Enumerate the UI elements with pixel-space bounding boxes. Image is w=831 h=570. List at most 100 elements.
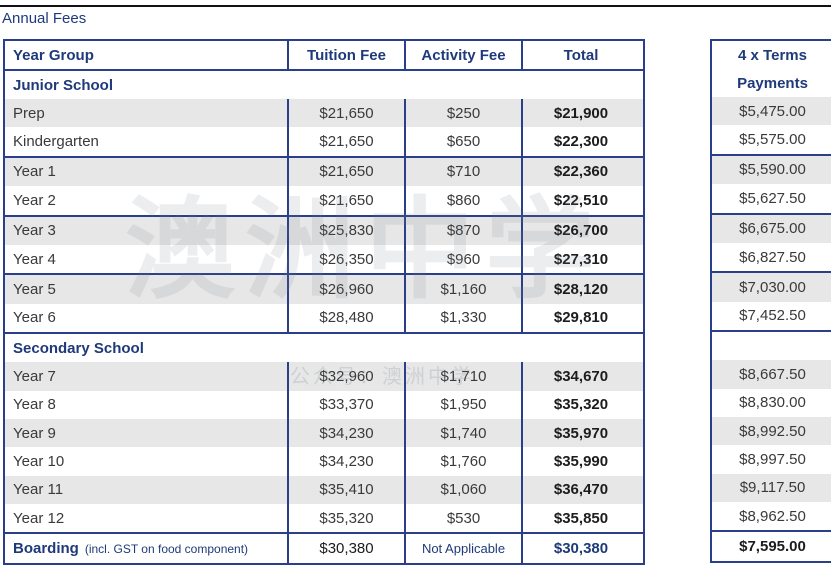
terms-header-line1: 4 x Terms — [738, 46, 807, 64]
tuition-cell: $34,230 — [287, 447, 404, 476]
term-payment-cell: $8,992.50 — [739, 422, 806, 440]
tuition-cell: $28,480 — [287, 303, 404, 333]
total-cell: $34,670 — [521, 362, 639, 391]
term-payment-cell: $7,452.50 — [739, 307, 806, 325]
year-group-cell: Year 6 — [13, 309, 56, 327]
total-cell: $35,990 — [521, 447, 639, 476]
boarding-row: Boarding (incl. GST on food component) $… — [5, 532, 643, 563]
activity-cell: $1,760 — [404, 447, 521, 476]
header-tuition-fee: Tuition Fee — [287, 41, 404, 69]
terms-row: $8,992.50 — [712, 416, 831, 446]
tuition-cell: $33,370 — [287, 390, 404, 419]
year-group-cell: Year 3 — [13, 222, 56, 240]
table-row: Year 6 $28,480 $1,330 $29,810 — [5, 303, 643, 333]
top-rule — [0, 5, 831, 7]
terms-row: $5,590.00 — [712, 153, 831, 185]
activity-cell: $530 — [404, 504, 521, 533]
header-activity-fee: Activity Fee — [404, 41, 521, 69]
term-payment-cell: $8,962.50 — [739, 507, 806, 525]
terms-row: $8,667.50 — [712, 360, 831, 389]
tuition-cell: $26,350 — [287, 244, 404, 274]
terms-row: $8,997.50 — [712, 445, 831, 474]
terms-section-gap — [712, 330, 831, 361]
tuition-cell: $35,410 — [287, 475, 404, 505]
table-row: Year 2 $21,650 $860 $22,510 — [5, 186, 643, 215]
year-group-cell: Year 2 — [13, 191, 56, 209]
year-group-cell: Year 5 — [13, 281, 56, 299]
total-cell: $28,120 — [521, 275, 639, 304]
total-cell: $22,360 — [521, 157, 639, 187]
year-group-cell: Year 12 — [13, 509, 65, 527]
section-secondary: Secondary School — [5, 332, 643, 363]
activity-cell: $1,740 — [404, 418, 521, 448]
tuition-cell: $26,960 — [287, 275, 404, 304]
terms-row: $8,962.50 — [712, 502, 831, 531]
activity-cell: $1,160 — [404, 275, 521, 304]
boarding-tuition: $30,380 — [287, 534, 404, 563]
term-payment-cell: $8,830.00 — [739, 394, 806, 412]
table-row: Kindergarten $21,650 $650 $22,300 — [5, 127, 643, 156]
term-payment-cell: $6,675.00 — [739, 220, 806, 238]
year-group-cell: Year 7 — [13, 367, 56, 385]
activity-cell: $1,060 — [404, 475, 521, 505]
activity-cell: $650 — [404, 127, 521, 156]
total-cell: $22,510 — [521, 186, 639, 215]
total-cell: $35,970 — [521, 418, 639, 448]
boarding-label: Boarding (incl. GST on food component) — [5, 534, 287, 562]
term-payment-cell: $5,590.00 — [739, 161, 806, 179]
year-group-cell: Year 8 — [13, 396, 56, 414]
terms-row: $5,475.00 — [712, 97, 831, 126]
table-row: Year 8 $33,370 $1,950 $35,320 — [5, 390, 643, 419]
activity-cell: $960 — [404, 244, 521, 274]
activity-cell: $860 — [404, 186, 521, 215]
tuition-cell: $32,960 — [287, 362, 404, 391]
activity-cell: $1,330 — [404, 303, 521, 333]
terms-row: $8,830.00 — [712, 388, 831, 417]
section-junior: Junior School — [5, 71, 643, 99]
terms-header-row2: Payments — [712, 69, 831, 97]
header-year-group: Year Group — [13, 46, 94, 64]
year-group-cell: Kindergarten — [13, 133, 99, 151]
term-payments-table: 4 x Terms Payments $5,475.00 $5,575.00 $5,… — [710, 39, 831, 563]
fees-table: Year Group Tuition Fee Activity Fee Tota… — [3, 39, 645, 565]
table-row: Prep $21,650 $250 $21,900 — [5, 99, 643, 128]
boarding-term: $7,595.00 — [739, 538, 806, 556]
table-row: Year 4 $26,350 $960 $27,310 — [5, 244, 643, 274]
terms-header-row: 4 x Terms — [712, 41, 831, 69]
year-group-cell: Year 4 — [13, 250, 56, 268]
activity-cell: $870 — [404, 216, 521, 245]
boarding-note: (incl. GST on food component) — [84, 541, 249, 556]
terms-row: $6,675.00 — [712, 212, 831, 243]
table-caption: Annual Fees — [2, 10, 87, 27]
tuition-cell: $25,830 — [287, 216, 404, 245]
total-cell: $36,470 — [521, 475, 639, 505]
tuition-cell: $21,650 — [287, 127, 404, 156]
tuition-cell: $21,650 — [287, 186, 404, 215]
table-row: Year 3 $25,830 $870 $26,700 — [5, 214, 643, 245]
terms-row: $5,575.00 — [712, 125, 831, 154]
terms-row: $7,030.00 — [712, 271, 831, 302]
activity-cell: $1,710 — [404, 362, 521, 391]
year-group-cell: Year 9 — [13, 424, 56, 442]
boarding-total: $30,380 — [521, 534, 639, 563]
term-payment-cell: $6,827.50 — [739, 248, 806, 266]
header-total: Total — [521, 41, 639, 69]
table-row: Year 5 $26,960 $1,160 $28,120 — [5, 273, 643, 304]
total-cell: $21,900 — [521, 99, 639, 128]
term-payment-cell: $5,475.00 — [739, 102, 806, 120]
table-row: Year 1 $21,650 $710 $22,360 — [5, 155, 643, 187]
terms-boarding-row: $7,595.00 — [712, 530, 831, 561]
total-cell: $35,850 — [521, 504, 639, 533]
year-group-cell: Year 11 — [13, 481, 64, 499]
term-payment-cell: $8,667.50 — [739, 365, 806, 383]
table-row: Year 7 $32,960 $1,710 $34,670 — [5, 362, 643, 391]
term-payment-cell: $8,997.50 — [739, 450, 806, 468]
total-cell: $35,320 — [521, 390, 639, 419]
term-payment-cell: $5,627.50 — [739, 189, 806, 207]
tuition-cell: $35,320 — [287, 504, 404, 533]
boarding-activity: Not Applicable — [404, 534, 521, 563]
year-group-cell: Year 10 — [13, 452, 65, 470]
term-payment-cell: $7,030.00 — [739, 279, 806, 297]
total-cell: $29,810 — [521, 303, 639, 333]
table-row: Year 12 $35,320 $530 $35,850 — [5, 504, 643, 533]
